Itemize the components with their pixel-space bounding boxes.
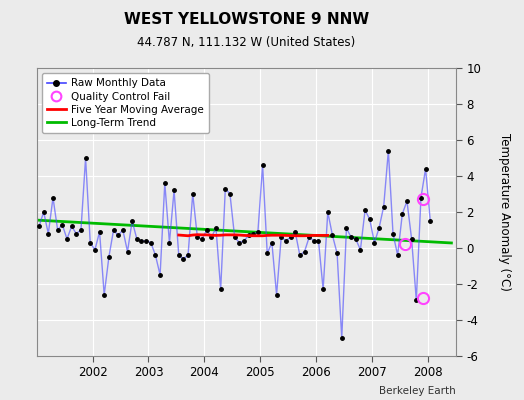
Y-axis label: Temperature Anomaly (°C): Temperature Anomaly (°C) bbox=[498, 133, 511, 291]
Text: 44.787 N, 111.132 W (United States): 44.787 N, 111.132 W (United States) bbox=[137, 36, 355, 49]
Text: Berkeley Earth: Berkeley Earth bbox=[379, 386, 456, 396]
Text: WEST YELLOWSTONE 9 NNW: WEST YELLOWSTONE 9 NNW bbox=[124, 12, 369, 27]
Legend: Raw Monthly Data, Quality Control Fail, Five Year Moving Average, Long-Term Tren: Raw Monthly Data, Quality Control Fail, … bbox=[42, 73, 209, 133]
